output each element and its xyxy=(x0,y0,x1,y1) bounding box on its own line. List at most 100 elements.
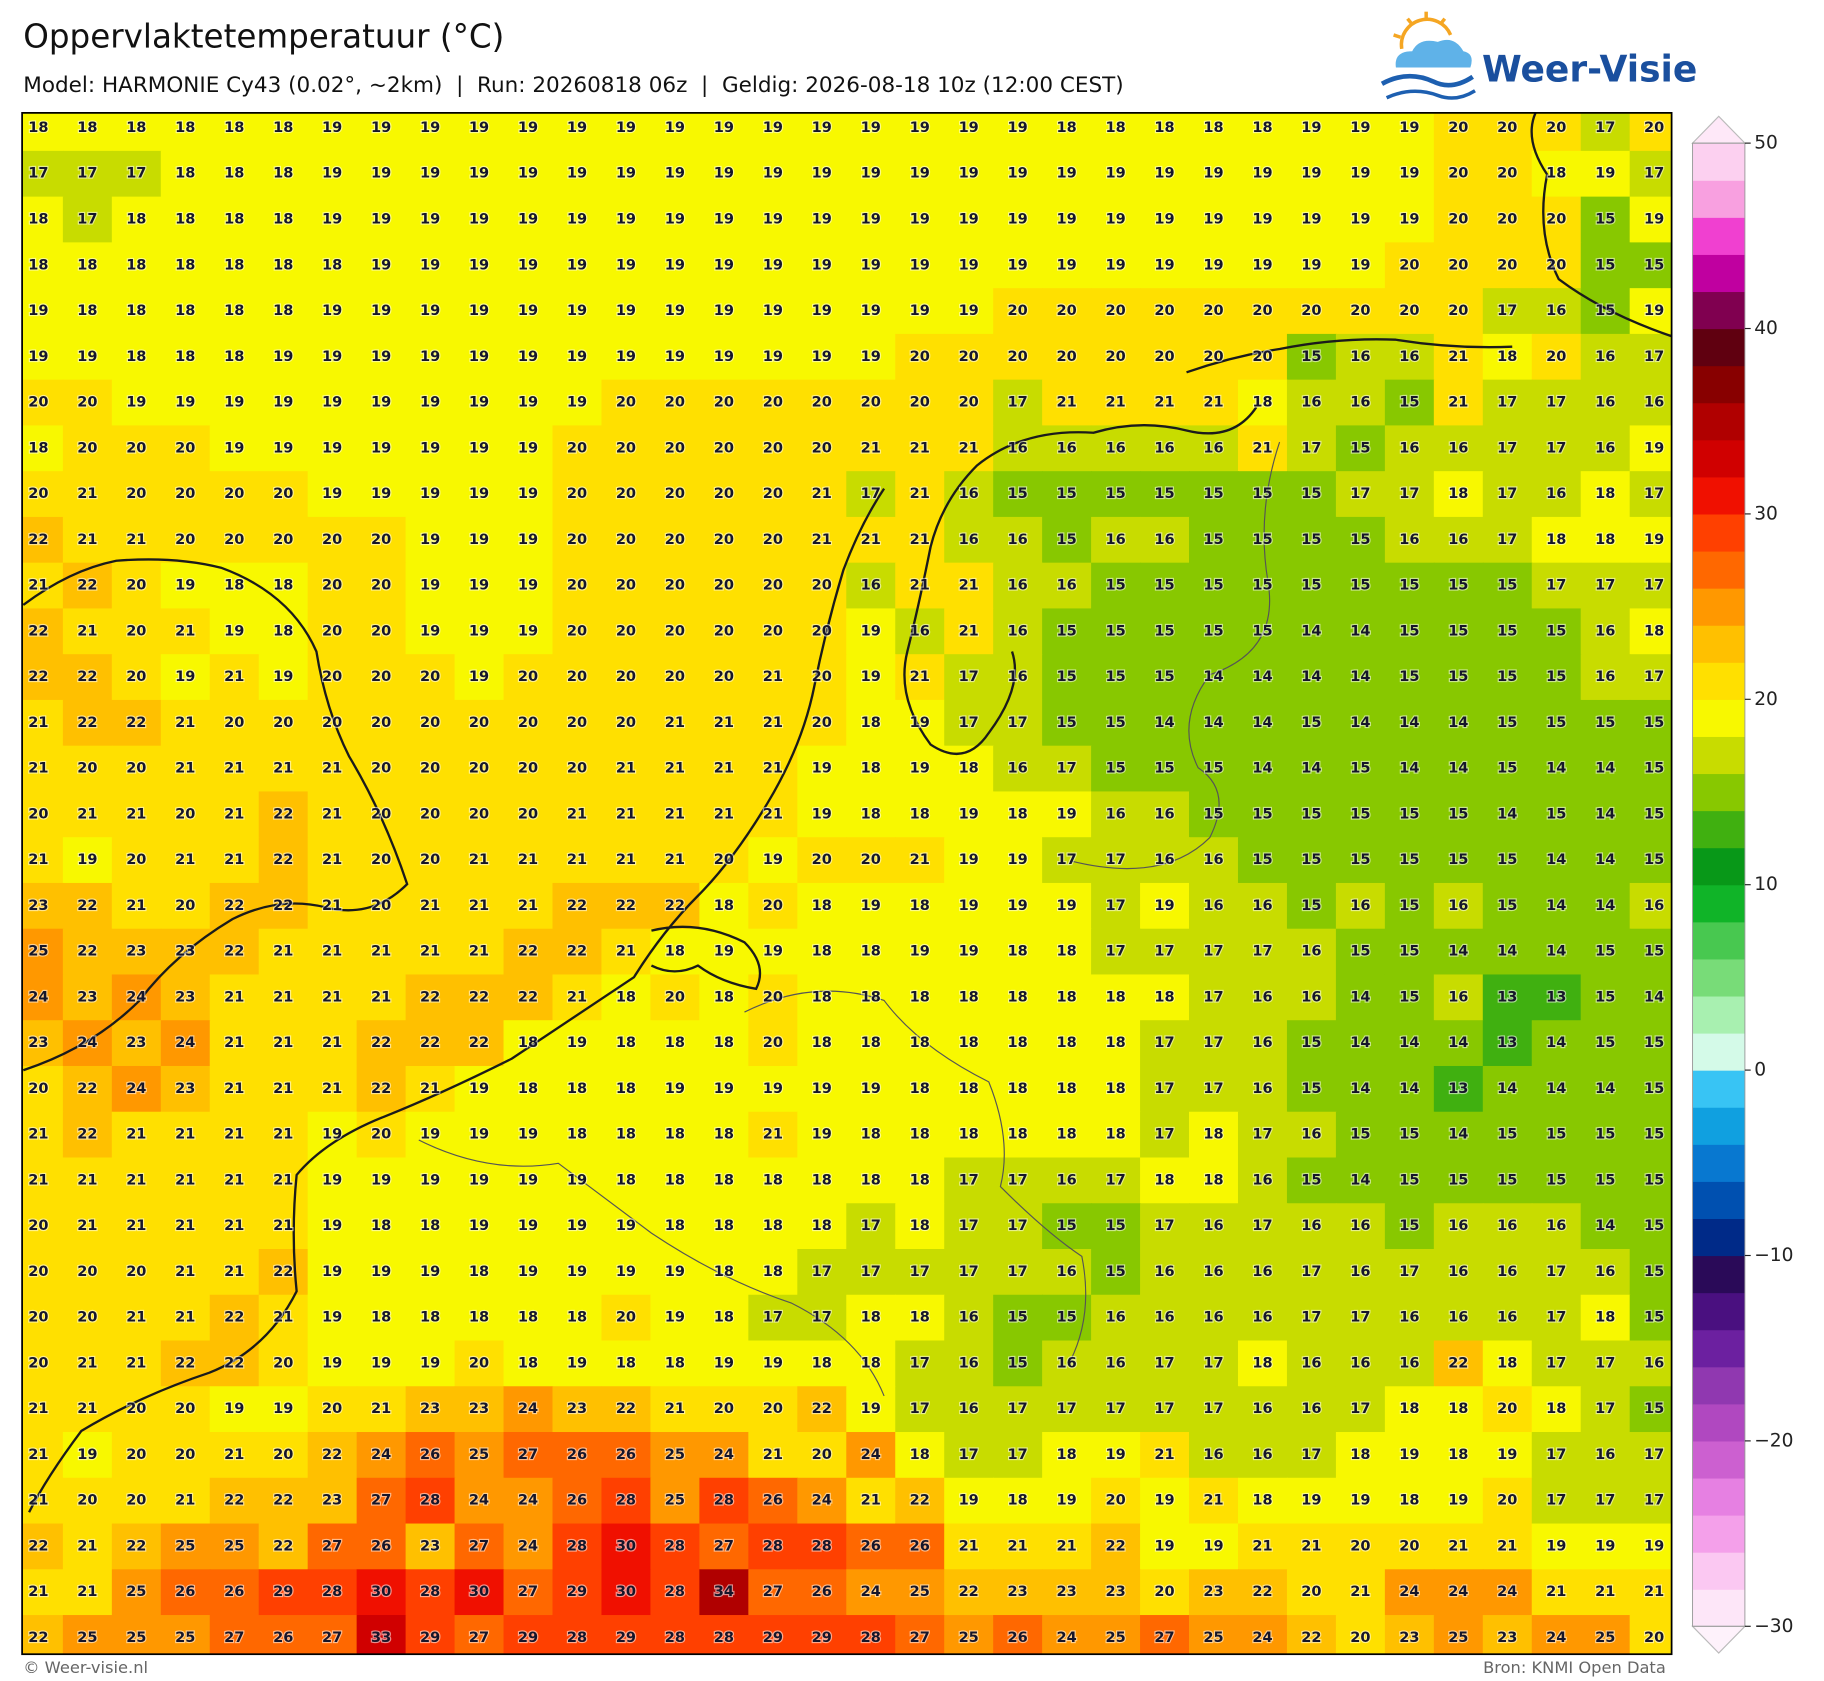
temperature-label: 18 xyxy=(28,440,48,456)
temperature-cell xyxy=(111,654,162,701)
temperature-label: 19 xyxy=(469,578,489,594)
temperature-label: 19 xyxy=(616,303,636,319)
temperature-cell xyxy=(552,882,603,930)
temperature-label: 20 xyxy=(518,761,538,777)
temperature-cell xyxy=(1433,516,1484,564)
temperature-cell xyxy=(22,471,64,518)
temperature-label: 19 xyxy=(518,623,538,639)
temperature-cell xyxy=(1629,242,1672,289)
temperature-label: 18 xyxy=(861,944,881,960)
temperature-cell xyxy=(846,928,896,976)
temperature-cell xyxy=(1384,112,1435,152)
temperature-cell xyxy=(1384,882,1435,930)
temperature-label: 18 xyxy=(1497,1355,1517,1371)
temperature-label: 27 xyxy=(518,1584,538,1600)
temperature-label: 21 xyxy=(28,1584,48,1600)
temperature-label: 18 xyxy=(273,212,293,228)
temperature-label: 21 xyxy=(175,1310,195,1326)
temperature-label: 19 xyxy=(1595,1538,1615,1554)
temperature-cell xyxy=(1580,608,1631,655)
temperature-cell xyxy=(258,745,309,793)
temperature-cell xyxy=(895,882,945,930)
temperature-label: 15 xyxy=(1644,1081,1664,1097)
temperature-label: 14 xyxy=(1448,1127,1468,1143)
temperature-cell xyxy=(650,745,701,793)
temperature-label: 19 xyxy=(469,1172,489,1188)
temperature-label: 15 xyxy=(1399,669,1419,685)
temperature-label: 21 xyxy=(77,1584,97,1600)
temperature-label: 25 xyxy=(175,1538,195,1554)
temperature-cell xyxy=(552,333,603,381)
temperature-label: 21 xyxy=(959,623,979,639)
temperature-label: 19 xyxy=(322,486,342,502)
temperature-cell xyxy=(1286,837,1337,884)
temperature-cell xyxy=(258,379,309,427)
temperature-label: 20 xyxy=(567,440,587,456)
temperature-cell xyxy=(993,379,1043,427)
temperature-label: 16 xyxy=(1105,806,1125,822)
temperature-label: 17 xyxy=(959,1218,979,1234)
temperature-cell xyxy=(111,425,162,472)
temperature-cell xyxy=(846,882,896,930)
temperature-cell xyxy=(307,1111,358,1159)
temperature-label: 21 xyxy=(28,578,48,594)
temperature-cell xyxy=(748,242,799,289)
temperature-cell xyxy=(895,699,945,747)
temperature-cell xyxy=(22,288,64,335)
temperature-label: 19 xyxy=(763,1355,783,1371)
temperature-label: 18 xyxy=(126,349,146,365)
temperature-cell xyxy=(944,654,994,701)
temperature-label: 23 xyxy=(469,1401,489,1417)
temperature-cell xyxy=(944,562,994,610)
temperature-cell xyxy=(748,1111,799,1159)
temperature-cell xyxy=(258,1020,309,1067)
temperature-cell xyxy=(993,196,1043,244)
temperature-label: 14 xyxy=(1595,898,1615,914)
temperature-cell xyxy=(1629,791,1672,838)
temperature-label: 22 xyxy=(812,1401,832,1417)
temperature-label: 14 xyxy=(1350,669,1370,685)
temperature-label: 16 xyxy=(1008,440,1028,456)
temperature-cell xyxy=(601,882,652,930)
temperature-cell xyxy=(944,1111,994,1159)
temperature-label: 21 xyxy=(1203,395,1223,411)
temperature-cell xyxy=(22,882,64,930)
temperature-label: 19 xyxy=(371,1264,391,1280)
temperature-label: 16 xyxy=(959,1355,979,1371)
temperature-label: 19 xyxy=(714,212,734,228)
temperature-label: 19 xyxy=(1056,257,1076,273)
temperature-cell xyxy=(1091,699,1141,747)
temperature-cell xyxy=(1189,1065,1239,1113)
temperature-cell xyxy=(1140,699,1190,747)
temperature-cell xyxy=(22,791,64,838)
temperature-cell xyxy=(1384,562,1435,610)
temperature-label: 22 xyxy=(77,898,97,914)
temperature-cell xyxy=(1091,654,1141,701)
temperature-cell xyxy=(1482,791,1533,838)
temperature-label: 18 xyxy=(665,1035,685,1051)
temperature-label: 17 xyxy=(1008,1264,1028,1280)
temperature-label: 28 xyxy=(322,1584,342,1600)
temperature-cell xyxy=(1482,471,1533,518)
temperature-cell xyxy=(846,837,896,884)
temperature-cell xyxy=(111,699,162,747)
temperature-label: 14 xyxy=(1595,761,1615,777)
temperature-cell xyxy=(552,150,603,198)
temperature-label: 19 xyxy=(1008,166,1028,182)
temperature-label: 19 xyxy=(175,669,195,685)
temperature-label: 26 xyxy=(371,1538,391,1554)
temperature-cell xyxy=(748,333,799,381)
temperature-cell xyxy=(797,425,847,472)
temperature-cell xyxy=(160,654,211,701)
temperature-cell xyxy=(846,1020,896,1067)
temperature-label: 22 xyxy=(1448,1355,1468,1371)
temperature-cell xyxy=(993,608,1043,655)
temperature-label: 17 xyxy=(1595,578,1615,594)
temperature-cell xyxy=(895,791,945,838)
temperature-cell xyxy=(503,974,554,1021)
temperature-label: 19 xyxy=(1008,212,1028,228)
temperature-label: 19 xyxy=(567,1355,587,1371)
colorbar-band xyxy=(1692,1033,1745,1071)
temperature-label: 26 xyxy=(567,1447,587,1463)
temperature-label: 24 xyxy=(175,1035,195,1051)
